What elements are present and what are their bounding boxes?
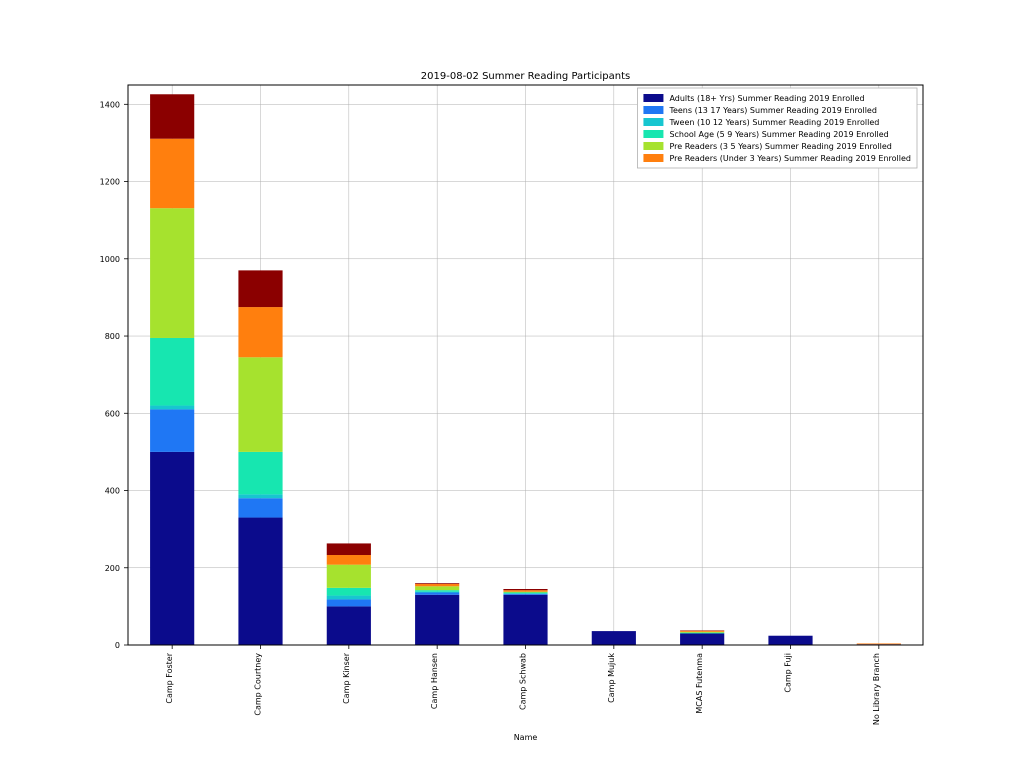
xtick-label: Camp Foster	[165, 652, 174, 703]
xtick-label: MCAS Futenma	[695, 653, 704, 714]
xtick-label: Camp Mujuk	[607, 653, 616, 703]
bar-segment	[327, 555, 371, 565]
x-axis-label: Name	[514, 733, 538, 742]
bar-segment	[503, 592, 547, 593]
bar-segment	[150, 338, 194, 406]
bar-segment	[857, 643, 901, 644]
bar-segment	[327, 599, 371, 606]
bar-segment	[327, 565, 371, 588]
bar-segment	[238, 498, 282, 517]
bar-segment	[415, 592, 459, 593]
bar-segment	[680, 633, 724, 645]
bar-segment	[327, 606, 371, 645]
bar-segment	[238, 270, 282, 307]
bar-segment	[592, 631, 636, 645]
ytick-label: 1000	[100, 255, 120, 264]
bar-segment	[503, 590, 547, 592]
bar-segment	[503, 593, 547, 594]
bar-segment	[327, 596, 371, 600]
bar-segment	[150, 406, 194, 410]
ytick-label: 1400	[100, 100, 120, 109]
legend-swatch	[643, 94, 663, 102]
bar-segment	[238, 494, 282, 498]
legend-swatch	[643, 130, 663, 138]
xtick-label: Camp Kinser	[342, 652, 351, 704]
xtick-label: Camp Fuji	[784, 653, 793, 693]
chart-title: 2019-08-02 Summer Reading Participants	[421, 71, 630, 82]
xtick-label: Camp Hansen	[430, 653, 439, 709]
xtick-label: Camp Schwab	[519, 653, 528, 710]
bar-segment	[238, 518, 282, 645]
legend-swatch	[643, 142, 663, 150]
xtick-label: No Library Branch	[872, 653, 881, 725]
legend-label: Adults (18+ Yrs) Summer Reading 2019 Enr…	[669, 94, 864, 103]
bar-segment	[150, 452, 194, 645]
bar-segment	[150, 409, 194, 451]
bar-segment	[768, 636, 812, 645]
bar-segment	[503, 589, 547, 590]
bar-segment	[238, 452, 282, 494]
bar-segment	[503, 594, 547, 595]
bar-segment	[327, 588, 371, 596]
bar-segment	[415, 583, 459, 584]
bar-segment	[150, 94, 194, 138]
legend-swatch	[643, 154, 663, 162]
bar-segment	[150, 139, 194, 209]
bar-segment	[680, 631, 724, 632]
bar-segment	[327, 543, 371, 555]
ytick-label: 400	[105, 487, 120, 496]
bar-segment	[680, 633, 724, 634]
legend-swatch	[643, 106, 663, 114]
legend-label: School Age (5 9 Years) Summer Reading 20…	[669, 130, 888, 139]
legend-label: Tween (10 12 Years) Summer Reading 2019 …	[668, 118, 879, 127]
bar-segment	[415, 590, 459, 592]
bar-segment	[415, 586, 459, 590]
bar-segment	[150, 208, 194, 338]
ytick-label: 200	[105, 564, 120, 573]
legend-label: Teens (13 17 Years) Summer Reading 2019 …	[668, 106, 876, 115]
ytick-label: 0	[115, 641, 120, 650]
bar-segment	[415, 592, 459, 594]
xtick-label: Camp Courtney	[254, 653, 263, 716]
bar-segment	[238, 307, 282, 357]
bar-segment	[415, 584, 459, 586]
legend-label: Pre Readers (Under 3 Years) Summer Readi…	[669, 154, 911, 163]
ytick-label: 600	[105, 409, 120, 418]
chart-container: 0 200 400 600 800 1000 1200 1400 Camp Foster Camp…	[0, 0, 1024, 768]
ytick-label: 800	[105, 332, 120, 341]
bar-segment	[680, 632, 724, 633]
ytick-label: 1200	[100, 178, 120, 187]
legend-label: Pre Readers (3 5 Years) Summer Reading 2…	[669, 142, 891, 151]
chart-svg: 0 200 400 600 800 1000 1200 1400 Camp Foster Camp…	[0, 0, 1024, 768]
bar-segment	[503, 592, 547, 593]
legend-swatch	[643, 118, 663, 126]
bar-segment	[415, 595, 459, 645]
bar-segment	[503, 595, 547, 645]
bar-segment	[238, 357, 282, 452]
